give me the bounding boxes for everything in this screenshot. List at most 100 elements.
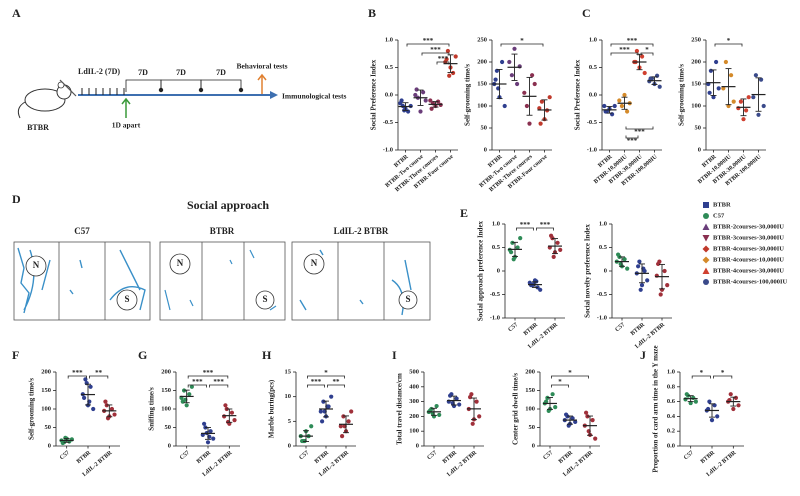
y-tick-label: 200 <box>161 368 171 375</box>
y-tick-label: 0 <box>168 442 171 449</box>
data-point <box>112 412 117 417</box>
y-tick-label: 50 <box>45 424 52 431</box>
x-tick-label: BTBR <box>558 450 575 466</box>
x-tick-label: C57 <box>507 322 519 333</box>
y-tick-label: 0 <box>48 442 51 449</box>
data-point <box>451 70 456 76</box>
data-point <box>338 424 343 429</box>
y-tick-label: 0.4 <box>667 413 676 420</box>
significance-label: * <box>558 378 562 386</box>
data-point <box>232 418 237 423</box>
chamber-label: S <box>124 294 129 304</box>
x-tick-label: BTBR <box>700 450 717 466</box>
data-point <box>413 92 418 98</box>
data-point <box>537 106 542 111</box>
panel-letter: G <box>138 348 147 362</box>
data-point <box>728 392 733 397</box>
panel-letter: B <box>368 6 376 20</box>
data-point <box>474 399 479 404</box>
data-point <box>639 283 645 288</box>
data-point <box>515 245 520 250</box>
data-point <box>744 108 749 113</box>
panel-letter: H <box>262 348 272 362</box>
data-point <box>617 98 622 103</box>
data-point <box>547 95 552 100</box>
significance-label: *** <box>627 37 638 45</box>
data-point <box>184 403 189 408</box>
data-point <box>539 99 545 104</box>
data-point <box>437 412 442 418</box>
y-axis-label: Self-grooming time/s <box>464 64 472 126</box>
y-tick-label: 0 <box>484 146 487 153</box>
data-point <box>509 250 514 255</box>
data-point <box>470 421 475 426</box>
arena-image: BTBR N S <box>159 226 286 321</box>
legend-label: BTBR-4courses-100,000IU <box>713 278 788 285</box>
y-tick-label: 0.5 <box>599 244 608 251</box>
y-tick-label: 400 <box>409 383 419 390</box>
data-point <box>715 414 720 419</box>
data-point <box>691 395 696 400</box>
significance-bracket <box>536 227 554 231</box>
chamber-label: N <box>177 258 184 268</box>
data-point <box>558 247 563 252</box>
y-axis-label: Self-grooming time/s <box>28 378 36 440</box>
significance-label: *** <box>619 46 630 54</box>
panel-letter: F <box>12 348 19 362</box>
data-point <box>645 278 650 283</box>
data-point <box>759 77 764 82</box>
x-tick-label: C57 <box>614 322 626 333</box>
legend-marker <box>702 245 710 253</box>
significance-label: *** <box>430 46 441 54</box>
y-tick-label: 50 <box>695 124 702 131</box>
data-point <box>229 410 235 415</box>
arena-image: C57 N S <box>13 226 151 321</box>
data-point <box>593 436 598 441</box>
data-point <box>189 384 194 389</box>
x-tick-label: BTBR <box>442 450 459 466</box>
x-tick-label: BTBR <box>76 450 93 466</box>
y-tick-label: 50 <box>165 424 172 431</box>
data-point <box>656 261 661 267</box>
data-point <box>549 233 554 238</box>
panel-letter: E <box>460 206 468 220</box>
arena-label: BTBR <box>210 226 235 236</box>
chamber-label: N <box>33 260 40 270</box>
data-point <box>502 103 507 109</box>
y-tick-label: 10 <box>285 393 292 400</box>
data-point <box>349 409 354 414</box>
gap-label: 1D apart <box>112 121 141 130</box>
data-point <box>211 436 216 441</box>
significance-label: *** <box>192 378 203 386</box>
y-axis-label: Total travel distance/cm <box>396 373 404 445</box>
significance-label: ** <box>333 378 341 386</box>
data-point <box>447 73 452 78</box>
data-point <box>429 106 434 111</box>
legend-marker <box>702 235 710 242</box>
x-tick-label: BTBR <box>314 450 331 466</box>
y-tick-label: 150 <box>161 387 171 394</box>
data-point <box>693 399 698 404</box>
data-point <box>657 84 662 89</box>
data-point <box>187 392 192 397</box>
significance-bracket <box>406 43 450 47</box>
data-point <box>448 393 453 398</box>
data-point <box>477 414 482 419</box>
x-tick-label: C57 <box>298 450 310 461</box>
data-point <box>544 399 549 404</box>
legend-marker <box>702 267 710 274</box>
data-point <box>444 57 449 62</box>
data-point <box>399 98 404 103</box>
data-point <box>445 48 450 54</box>
y-tick-label: 150 <box>41 387 51 394</box>
y-tick-label: 0 <box>532 442 535 449</box>
y-axis-label: Social approach preference Index <box>477 220 485 321</box>
data-point <box>721 86 726 91</box>
x-tick-label: C57 <box>683 450 695 461</box>
legend-label: BTBR-3courses-30,000IU <box>713 234 784 241</box>
significance-bracket <box>421 52 450 56</box>
x-tick-label: BTBR <box>196 450 213 466</box>
data-point <box>507 59 512 65</box>
legend-marker <box>703 213 709 219</box>
